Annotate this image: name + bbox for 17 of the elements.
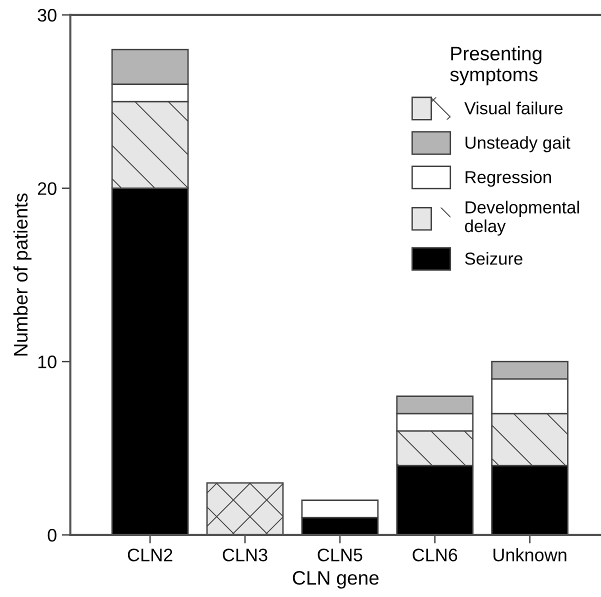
y-tick-label: 20 xyxy=(38,182,56,195)
legend-label: Seizure xyxy=(465,252,522,265)
y-tick-label: 0 xyxy=(48,528,56,542)
legend-label: Unsteady gait xyxy=(466,136,570,152)
x-tick-label: CLN5 xyxy=(318,548,362,562)
legend-label: Developmental delay xyxy=(465,200,579,236)
x-tick-label: Unknown xyxy=(494,548,566,562)
legend-label: Regression xyxy=(466,170,551,187)
x-tick-label: CLN2 xyxy=(128,548,172,562)
x-tick-label: CLN3 xyxy=(222,548,268,562)
legend-label: Visual failure xyxy=(464,102,563,114)
legend-title: Presenting symptoms xyxy=(450,46,542,86)
y-tick-label: 10 xyxy=(38,356,56,368)
y-tick-label: 30 xyxy=(38,8,56,22)
x-axis-title: CLN gene xyxy=(292,571,379,589)
y-axis-title: Number of patients xyxy=(13,193,32,356)
x-tick-label: CLN6 xyxy=(412,548,458,562)
